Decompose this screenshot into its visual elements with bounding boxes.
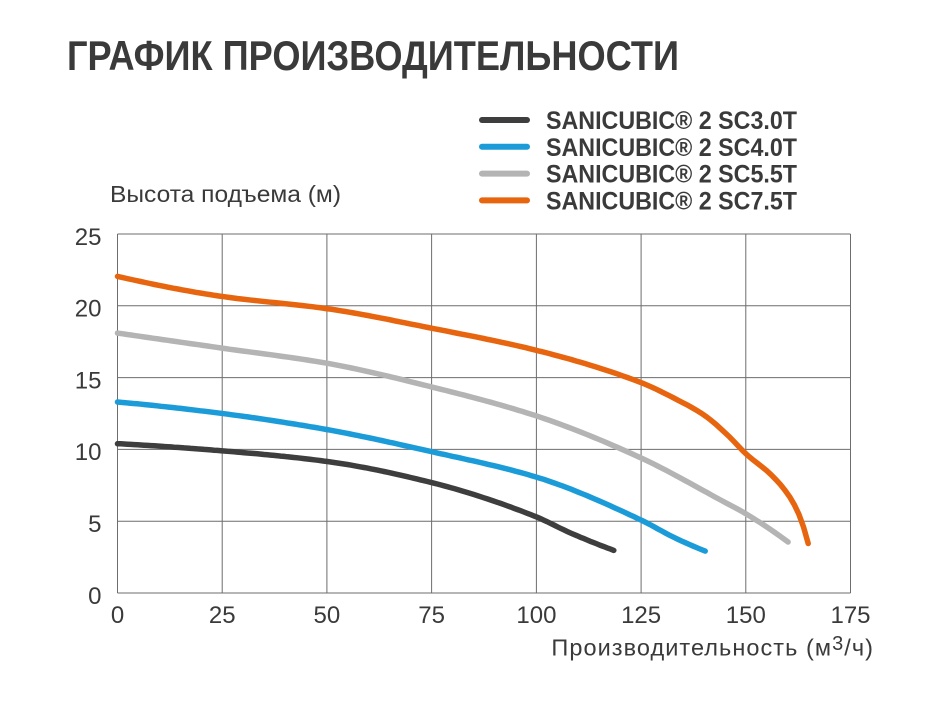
svg-text:50: 50 <box>314 602 341 629</box>
svg-text:SANICUBIC® 2 SC5.5T: SANICUBIC® 2 SC5.5T <box>546 161 797 189</box>
svg-text:Производительность (м3/ч): Производительность (м3/ч) <box>551 633 874 660</box>
svg-text:100: 100 <box>516 602 556 629</box>
svg-text:15: 15 <box>75 367 102 394</box>
svg-text:5: 5 <box>88 511 101 538</box>
svg-text:75: 75 <box>418 602 445 629</box>
svg-text:SANICUBIC® 2 SC3.0T: SANICUBIC® 2 SC3.0T <box>546 107 797 135</box>
svg-text:25: 25 <box>75 224 102 251</box>
svg-text:25: 25 <box>209 602 236 629</box>
svg-text:0: 0 <box>88 583 101 610</box>
svg-text:SANICUBIC® 2 SC4.0T: SANICUBIC® 2 SC4.0T <box>546 134 797 162</box>
svg-text:125: 125 <box>621 602 661 629</box>
svg-text:Высота подъема (м): Высота подъема (м) <box>110 181 341 207</box>
svg-text:150: 150 <box>726 602 766 629</box>
svg-text:20: 20 <box>75 296 102 323</box>
svg-text:SANICUBIC® 2 SC7.5T: SANICUBIC® 2 SC7.5T <box>546 187 797 215</box>
svg-text:175: 175 <box>830 602 870 629</box>
svg-text:0: 0 <box>111 602 124 629</box>
svg-text:ГРАФИК ПРОИЗВОДИТЕЛЬНОСТИ: ГРАФИК ПРОИЗВОДИТЕЛЬНОСТИ <box>67 32 679 79</box>
svg-text:10: 10 <box>75 439 102 466</box>
